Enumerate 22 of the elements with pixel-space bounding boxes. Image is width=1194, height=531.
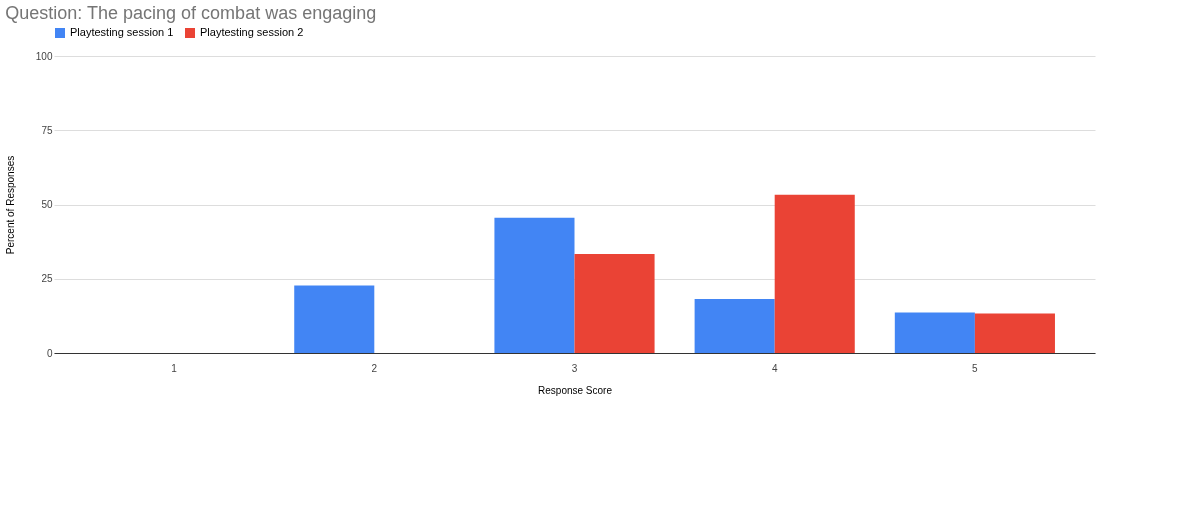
x-tick-label: 4 bbox=[771, 362, 778, 374]
y-tick-label: 25 bbox=[41, 273, 53, 285]
y-tick-label: 0 bbox=[46, 347, 53, 359]
y-tick-label: 100 bbox=[35, 50, 53, 62]
bar bbox=[574, 254, 655, 353]
bar bbox=[294, 285, 375, 353]
x-axis-title: Response Score bbox=[538, 384, 613, 396]
chart-title: Question: The pacing of combat was engaging bbox=[5, 3, 377, 23]
bar bbox=[694, 298, 775, 353]
y-axis-title: Percent of Responses bbox=[4, 155, 16, 255]
bar bbox=[974, 313, 1055, 353]
y-tick-label: 75 bbox=[41, 124, 53, 136]
bar bbox=[894, 312, 975, 353]
x-tick-label: 3 bbox=[571, 362, 578, 374]
bar bbox=[774, 194, 855, 353]
legend-label: Playtesting session 1 bbox=[70, 26, 174, 38]
x-tick-label: 1 bbox=[171, 362, 178, 374]
bar bbox=[494, 217, 575, 353]
x-tick-label: 2 bbox=[371, 362, 378, 374]
legend-label: Playtesting session 2 bbox=[200, 26, 304, 38]
x-tick-label: 5 bbox=[972, 362, 979, 374]
y-tick-label: 50 bbox=[41, 199, 53, 210]
